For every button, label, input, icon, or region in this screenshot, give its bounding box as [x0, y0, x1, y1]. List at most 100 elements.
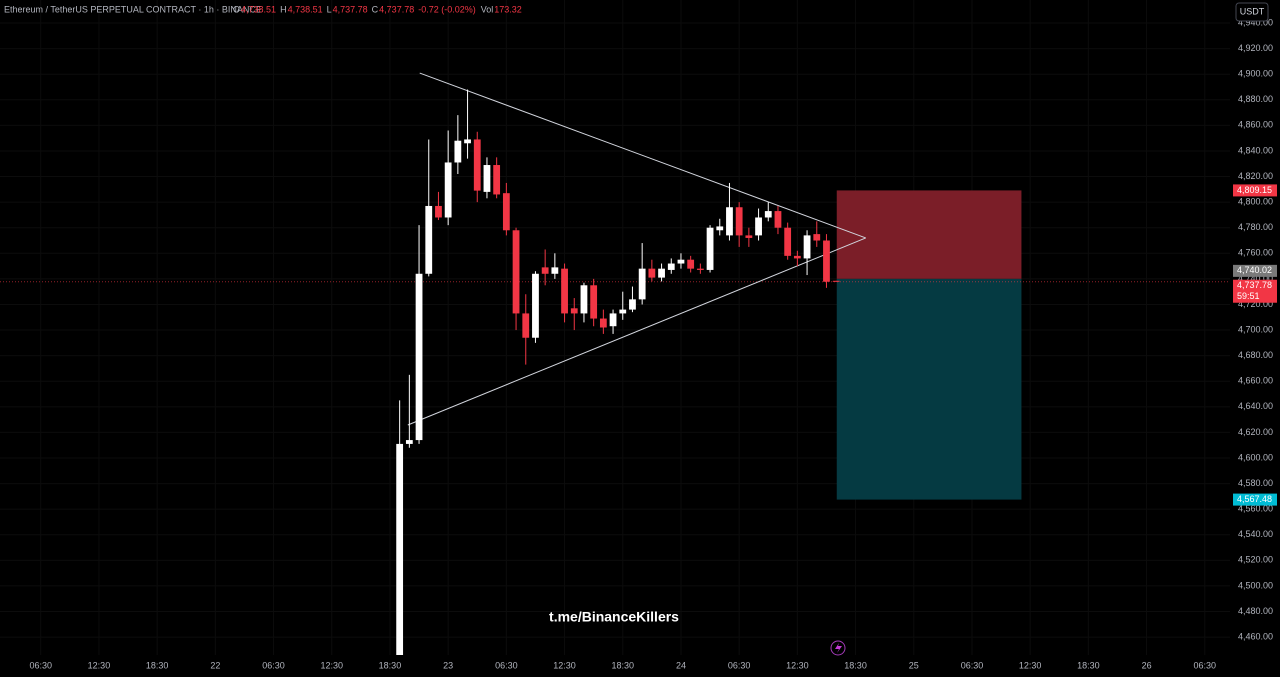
candle-body: [570, 308, 578, 314]
candle-body: [764, 211, 772, 218]
y-tick-label: 4,920.00: [1238, 43, 1273, 53]
x-tick-label: 26: [1142, 660, 1152, 670]
trendline: [419, 72, 866, 239]
currency-label: USDT: [1240, 6, 1265, 16]
candle-body: [435, 205, 442, 218]
lightning-icon[interactable]: [830, 640, 846, 656]
x-tick-label: 12:30: [1019, 660, 1042, 670]
y-tick-label: 4,720.00: [1238, 299, 1273, 309]
candle-body: [832, 280, 840, 282]
candle-body: [667, 263, 675, 270]
price-tag-label: 4,740.02: [1237, 265, 1272, 275]
x-tick-label: 18:30: [379, 660, 402, 670]
y-tick-label: 4,760.00: [1238, 248, 1273, 258]
price-tag: [1233, 279, 1277, 303]
ohlc-key: H: [280, 4, 287, 14]
candle-body: [696, 268, 704, 270]
x-tick-label: 23: [443, 660, 453, 670]
candle-body: [687, 259, 695, 269]
candle-body: [425, 205, 433, 274]
x-tick-label: 06:30: [961, 660, 984, 670]
candle-body: [454, 140, 462, 163]
x-tick-label: 18:30: [611, 660, 634, 670]
series: [0, 72, 1230, 655]
y-tick-label: 4,660.00: [1238, 376, 1273, 386]
y-tick-label: 4,680.00: [1238, 350, 1273, 360]
y-tick-label: 4,620.00: [1238, 427, 1273, 437]
candle-body: [473, 139, 481, 191]
y-tick-label: 4,480.00: [1238, 606, 1273, 616]
y-tick-label: 4,540.00: [1238, 529, 1273, 539]
price-tag: [1233, 264, 1277, 277]
candle-body: [609, 313, 617, 327]
currency-button[interactable]: [1235, 2, 1269, 22]
price-tag-label: 4,809.15: [1237, 185, 1272, 195]
candle-body: [599, 318, 607, 328]
price-tag: [1233, 184, 1277, 197]
trendline: [407, 237, 866, 426]
lightning-glyph: [835, 643, 842, 653]
x-tick-label: 18:30: [844, 660, 867, 670]
x-tick-label: 22: [210, 660, 220, 670]
candle-body: [551, 267, 559, 274]
x-tick-label: 06:30: [29, 660, 52, 670]
x-tick-label: 12:30: [320, 660, 343, 670]
candle-body: [541, 267, 549, 274]
candle-body: [823, 240, 830, 282]
y-tick-label: 4,820.00: [1238, 171, 1273, 181]
candle-body: [396, 443, 404, 655]
x-tick-label: 12:30: [786, 660, 809, 670]
candle-body: [619, 309, 627, 314]
candle-body: [464, 139, 471, 144]
price-tag-label: 4,567.48: [1237, 494, 1272, 504]
vol-key: Vol: [481, 4, 494, 14]
candle-body: [735, 207, 743, 236]
candle-body: [745, 235, 753, 238]
y-tick-label: 4,640.00: [1238, 401, 1273, 411]
y-tick-label: 4,940.00: [1238, 17, 1273, 27]
candle-body: [726, 207, 733, 236]
candle-body: [658, 268, 665, 278]
header: Ethereum / TetherUS PERPETUAL CONTRACT ·…: [4, 4, 522, 14]
candle-body: [512, 230, 520, 314]
candle-body: [677, 259, 685, 264]
candle-body: [444, 162, 452, 218]
x-tick-label: 12:30: [88, 660, 111, 670]
candle-body: [502, 193, 510, 231]
candle-body: [793, 255, 801, 259]
candle-body: [638, 268, 646, 300]
ohlc-key: L: [327, 4, 332, 14]
x-tick-label: 06:30: [262, 660, 285, 670]
x-tick-label: 06:30: [1194, 660, 1217, 670]
x-tick-label: 12:30: [553, 660, 576, 670]
price-tag-label: 4,737.78: [1237, 280, 1272, 290]
candle-body: [532, 273, 539, 338]
ohlc-value: 4,738.51: [241, 4, 276, 14]
candle-body: [493, 165, 501, 195]
ohlc-value: 4,738.51: [288, 4, 323, 14]
candle-body: [803, 235, 811, 259]
y-tick-label: 4,800.00: [1238, 197, 1273, 207]
candle-body: [648, 268, 656, 278]
y-tick-label: 4,780.00: [1238, 222, 1273, 232]
y-tick-label: 4,740.00: [1238, 273, 1273, 283]
symbol: Ethereum / TetherUS PERPETUAL CONTRACT ·…: [4, 4, 262, 14]
x-tick-label: 06:30: [495, 660, 518, 670]
change: -0.72 (-0.02%): [418, 4, 476, 14]
candle-body: [561, 268, 568, 314]
vol-value: 173.32: [494, 4, 522, 14]
target-zone: [836, 278, 1022, 500]
x-tick-label: 18:30: [1077, 660, 1100, 670]
y-tick-label: 4,600.00: [1238, 452, 1273, 462]
y-tick-label: 4,560.00: [1238, 504, 1273, 514]
candle-body: [774, 211, 782, 228]
ohlc-key: C: [372, 4, 379, 14]
candle-body: [706, 227, 714, 270]
x-tick-label: 24: [676, 660, 686, 670]
candle-body: [755, 217, 762, 236]
y-tick-label: 4,500.00: [1238, 580, 1273, 590]
y-tick-label: 4,520.00: [1238, 555, 1273, 565]
candle-body: [813, 234, 821, 241]
